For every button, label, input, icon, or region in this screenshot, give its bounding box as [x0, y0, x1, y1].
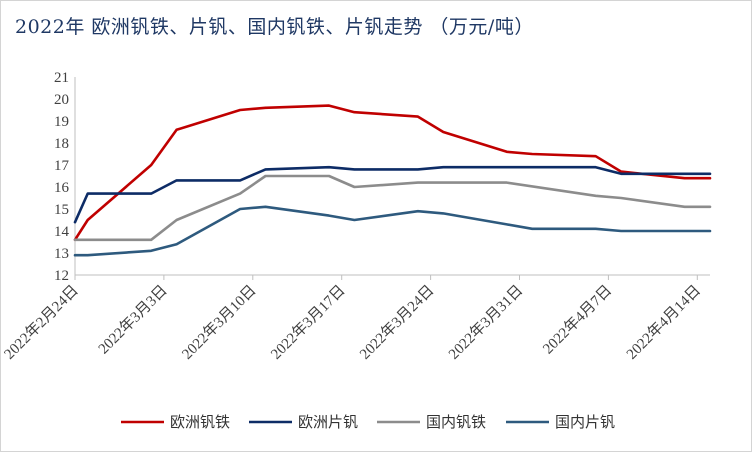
x-tick-label: 2022年3月17日 [268, 282, 349, 363]
y-tick-label: 20 [54, 92, 69, 108]
y-tick-label: 14 [54, 224, 70, 240]
chart-title: 2022年 欧洲钒铁、片钒、国内钒铁、片钒走势 （万元/吨） [15, 16, 534, 38]
legend-label: 欧洲片钒 [298, 413, 358, 431]
y-tick-label: 17 [54, 158, 70, 174]
y-tick-label: 18 [54, 136, 69, 152]
series-line [73, 165, 712, 224]
y-tick-label: 15 [54, 202, 69, 218]
legend: 欧洲钒铁 欧洲片钒 国内钒铁 国内片钒 [121, 413, 615, 431]
series-line [73, 104, 712, 242]
series-line [73, 174, 712, 242]
y-tick-label: 12 [54, 268, 69, 284]
x-tick-label: 2022年3月10日 [179, 282, 260, 363]
y-tick-label: 13 [54, 246, 69, 262]
x-tick-label: 2022年4月7日 [540, 282, 616, 358]
x-tick-label: 2022年4月14日 [623, 282, 704, 363]
x-tick-label: 2022年3月31日 [445, 282, 526, 363]
y-tick-label: 16 [54, 180, 70, 196]
series-line [73, 205, 712, 257]
plot-area [73, 104, 712, 257]
x-tick-label: 2022年2月24日 [1, 282, 82, 363]
legend-label: 国内片钒 [555, 413, 615, 431]
x-tick-label: 2022年3月3日 [95, 282, 171, 358]
x-tick-label: 2022年3月24日 [356, 282, 437, 363]
y-tick-label: 19 [54, 114, 69, 130]
legend-label: 欧洲钒铁 [170, 413, 230, 431]
legend-label: 国内钒铁 [426, 413, 486, 431]
y-tick-label: 21 [54, 70, 69, 86]
